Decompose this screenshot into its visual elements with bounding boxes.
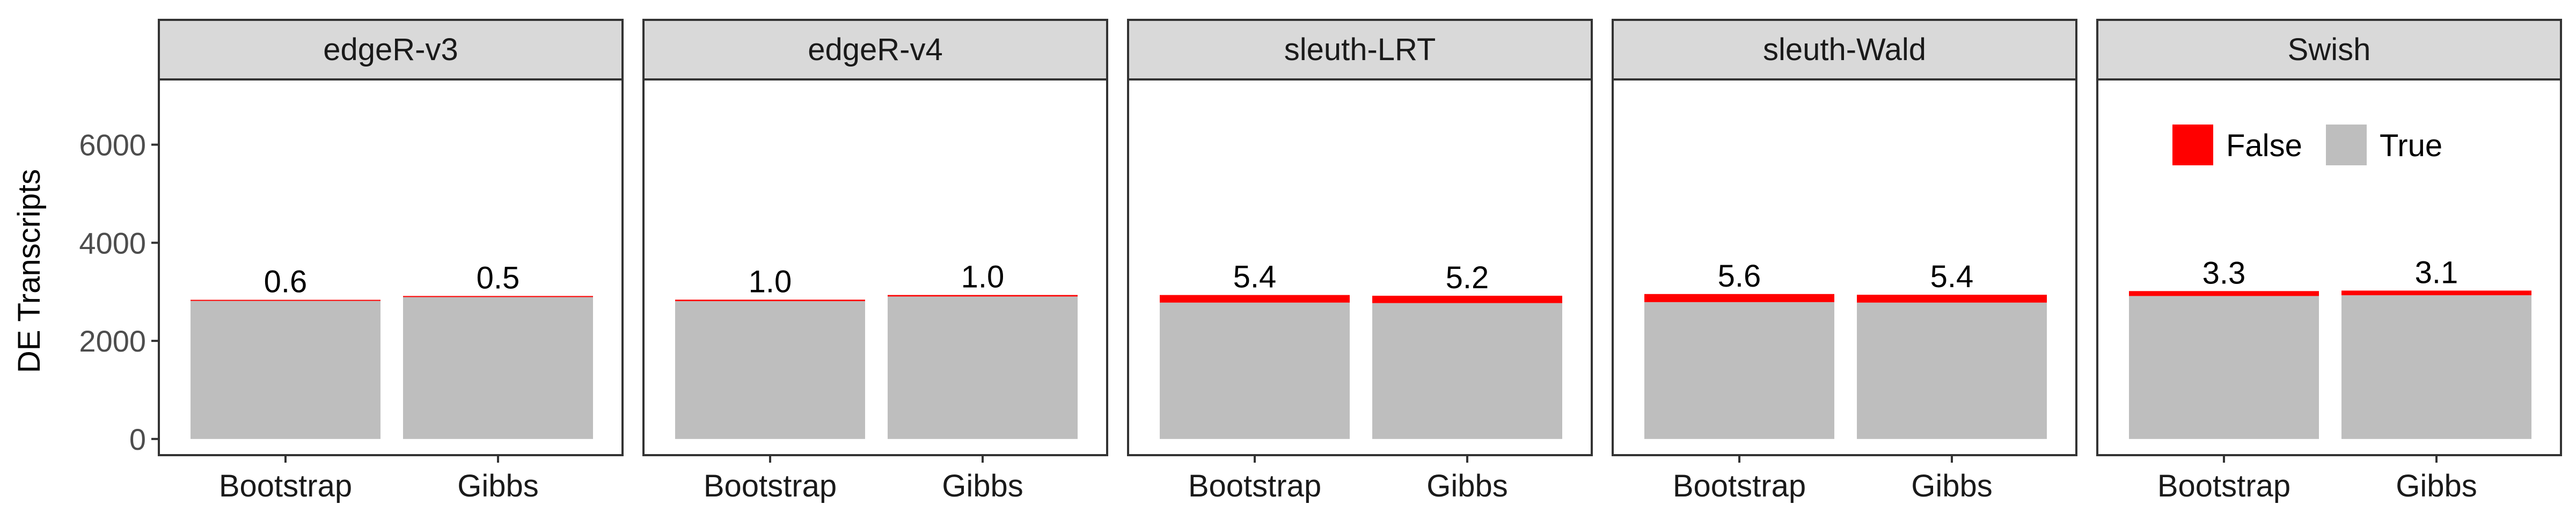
bar-data-label: 3.3 bbox=[2202, 255, 2246, 290]
panel-border bbox=[158, 78, 624, 456]
bar-true bbox=[403, 296, 593, 439]
legend-swatch bbox=[2326, 125, 2367, 165]
legend-label: True bbox=[2380, 128, 2442, 163]
y-tick-label: 4000 bbox=[79, 226, 146, 260]
bar-true bbox=[2341, 295, 2531, 439]
bar-false bbox=[1160, 295, 1350, 303]
bar-true bbox=[191, 301, 380, 439]
facet-strip bbox=[158, 19, 624, 81]
x-tick-label: Gibbs bbox=[1911, 469, 1993, 503]
x-tick-label: Bootstrap bbox=[704, 469, 837, 503]
bar-data-label: 0.6 bbox=[264, 265, 308, 299]
facet-title: edgeR-v3 bbox=[323, 32, 458, 67]
bar-data-label: 5.6 bbox=[1718, 259, 1761, 294]
bar-true bbox=[1372, 303, 1562, 439]
legend-label: False bbox=[2226, 128, 2302, 163]
facet-title: edgeR-v4 bbox=[808, 32, 942, 67]
y-tick-label: 6000 bbox=[79, 128, 146, 162]
bar-data-label: 5.2 bbox=[1446, 260, 1489, 295]
bar-false bbox=[403, 296, 593, 297]
bar-false bbox=[675, 299, 865, 302]
x-tick-label: Bootstrap bbox=[2157, 469, 2290, 503]
bar-data-label: 1.0 bbox=[961, 260, 1005, 295]
y-tick-label: 2000 bbox=[79, 324, 146, 358]
bar-false bbox=[888, 295, 1078, 297]
facet-title: Swish bbox=[2288, 32, 2371, 67]
bar-true bbox=[2129, 296, 2319, 439]
panel-border bbox=[1612, 78, 2077, 456]
x-tick-label: Bootstrap bbox=[1188, 469, 1321, 503]
facet-strip bbox=[1612, 19, 2077, 81]
bar-data-label: 1.0 bbox=[749, 264, 792, 299]
bar-false bbox=[2341, 290, 2531, 296]
x-tick-label: Bootstrap bbox=[219, 469, 352, 503]
x-tick-label: Gibbs bbox=[1426, 469, 1508, 503]
bar-data-label: 3.1 bbox=[2415, 255, 2458, 290]
x-tick-label: Gibbs bbox=[457, 469, 539, 503]
bar-true bbox=[888, 296, 1078, 439]
bar-false bbox=[1372, 296, 1562, 303]
bar-false bbox=[1644, 294, 1834, 302]
bar-data-label: 0.5 bbox=[477, 260, 520, 295]
facet-strip bbox=[2096, 19, 2562, 81]
bar-true bbox=[1160, 302, 1350, 439]
bar-true bbox=[675, 301, 865, 439]
bar-false bbox=[191, 299, 380, 301]
x-tick-label: Bootstrap bbox=[1673, 469, 1806, 503]
panel-border bbox=[1127, 78, 1593, 456]
bar-false bbox=[2129, 291, 2319, 296]
bar-true bbox=[1857, 302, 2047, 439]
bar-true bbox=[1644, 302, 1834, 439]
facet-title: sleuth-Wald bbox=[1763, 32, 1926, 67]
panel-border bbox=[2096, 78, 2562, 456]
y-axis-title: DE Transcripts bbox=[12, 169, 47, 373]
y-tick-label: 0 bbox=[129, 422, 146, 456]
bar-data-label: 5.4 bbox=[1233, 260, 1277, 295]
x-tick-label: Gibbs bbox=[2396, 469, 2477, 503]
facet-strip bbox=[642, 19, 1108, 81]
facet-title: sleuth-LRT bbox=[1284, 32, 1436, 67]
x-tick-label: Gibbs bbox=[942, 469, 1023, 503]
legend-swatch bbox=[2172, 125, 2213, 165]
panel-border bbox=[642, 78, 1108, 456]
facet-strip bbox=[1127, 19, 1593, 81]
bar-false bbox=[1857, 295, 2047, 303]
bar-data-label: 5.4 bbox=[1930, 259, 1974, 294]
